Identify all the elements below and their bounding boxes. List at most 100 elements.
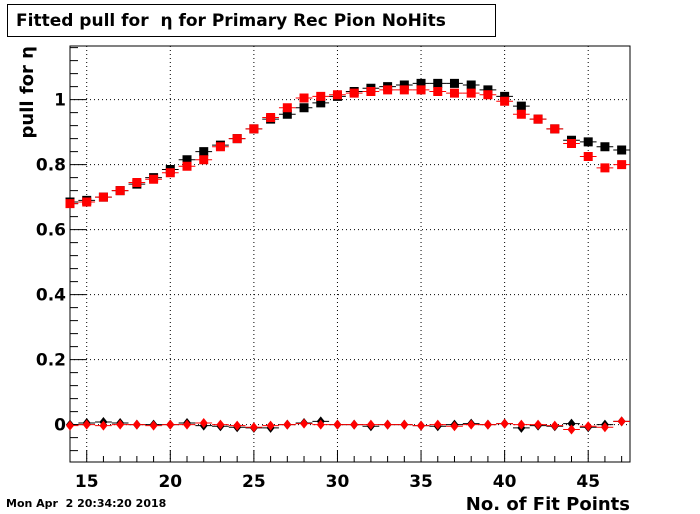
chart-title: Fitted pull for η for Primary Rec Pion N… <box>7 4 496 37</box>
data-point <box>299 103 309 113</box>
data-point <box>299 93 309 103</box>
y-tick-label: 0.4 <box>36 286 66 306</box>
data-point <box>600 142 610 152</box>
data-point <box>416 85 426 95</box>
data-point <box>516 109 526 119</box>
grid-lines <box>70 46 630 462</box>
x-tick-label: 40 <box>493 472 517 492</box>
data-point <box>149 174 159 184</box>
data-point <box>300 418 309 429</box>
data-point <box>149 420 158 431</box>
data-point <box>165 168 175 178</box>
data-point <box>534 419 543 430</box>
data-point <box>333 419 342 430</box>
data-point <box>116 419 125 430</box>
tick-labels: 15 20 25 30 35 40 45 0 0.2 0.4 0.6 0.8 1 <box>36 91 600 492</box>
data-point <box>316 91 326 101</box>
data-series-group <box>65 85 630 209</box>
data-point <box>233 420 242 431</box>
data-point <box>66 420 74 431</box>
x-tick-label: 45 <box>576 472 600 492</box>
y-tick-label: 1 <box>54 91 66 111</box>
data-point <box>517 419 526 430</box>
data-point <box>166 419 175 430</box>
data-point <box>283 419 292 430</box>
data-point <box>516 101 526 111</box>
data-point <box>500 418 509 429</box>
data-point <box>617 416 626 427</box>
data-point <box>82 419 91 430</box>
data-point <box>115 186 125 196</box>
data-point <box>600 422 609 433</box>
data-point <box>583 137 593 147</box>
x-tick-label: 25 <box>242 472 266 492</box>
data-point <box>266 113 276 122</box>
data-point <box>433 87 443 96</box>
data-point <box>132 178 142 187</box>
y-axis-label: pull for η <box>17 46 38 138</box>
data-point <box>466 80 476 90</box>
data-point <box>449 78 459 88</box>
data-point <box>583 152 593 161</box>
data-point <box>132 419 141 430</box>
data-point <box>282 109 292 119</box>
data-point <box>99 420 108 431</box>
data-point <box>199 155 209 165</box>
y-tick-label: 0.2 <box>36 351 66 371</box>
data-point <box>600 163 610 173</box>
data-point <box>416 78 426 88</box>
data-point <box>550 124 560 134</box>
data-point <box>433 78 443 88</box>
data-point <box>216 419 225 430</box>
data-point <box>550 420 559 431</box>
data-point <box>282 103 292 113</box>
timestamp: Mon Apr 2 20:34:20 2018 <box>6 497 167 510</box>
data-point <box>449 88 459 98</box>
data-point <box>383 419 392 430</box>
data-point <box>98 192 108 202</box>
data-point <box>182 155 192 165</box>
data-point <box>182 161 192 171</box>
data-point <box>617 160 627 170</box>
data-point <box>450 421 459 432</box>
data-point <box>215 142 225 152</box>
data-point <box>266 420 275 431</box>
data-series <box>65 78 630 435</box>
data-point <box>332 90 342 100</box>
data-point <box>249 422 258 433</box>
data-point <box>383 85 393 95</box>
plot-frame <box>69 45 631 463</box>
data-point <box>316 98 326 108</box>
data-point <box>82 197 92 207</box>
data-point <box>249 124 259 134</box>
data-point <box>467 419 476 430</box>
data-point <box>349 88 359 98</box>
data-point <box>65 199 75 209</box>
x-tick-label: 35 <box>409 472 433 492</box>
y-tick-label: 0.8 <box>36 156 66 176</box>
data-point <box>500 96 510 106</box>
data-point <box>350 419 359 430</box>
data-point <box>232 134 242 144</box>
data-point <box>584 421 593 432</box>
data-series-group <box>66 416 630 435</box>
y-tick-label: 0 <box>54 416 66 436</box>
data-point <box>366 419 375 430</box>
data-point <box>199 418 208 428</box>
data-point <box>483 419 492 430</box>
data-point <box>466 88 476 98</box>
data-point <box>567 418 576 429</box>
x-tick-label: 20 <box>158 472 182 492</box>
data-point <box>183 419 192 430</box>
y-tick-label: 0.6 <box>36 221 66 241</box>
data-point <box>399 85 409 95</box>
data-point <box>366 87 376 96</box>
data-point <box>566 139 576 148</box>
data-point <box>567 424 576 435</box>
data-point <box>483 90 493 100</box>
data-point <box>483 85 493 95</box>
data-point <box>316 419 325 430</box>
x-axis-label: No. of Fit Points <box>466 494 630 514</box>
data-series-group <box>65 78 630 207</box>
